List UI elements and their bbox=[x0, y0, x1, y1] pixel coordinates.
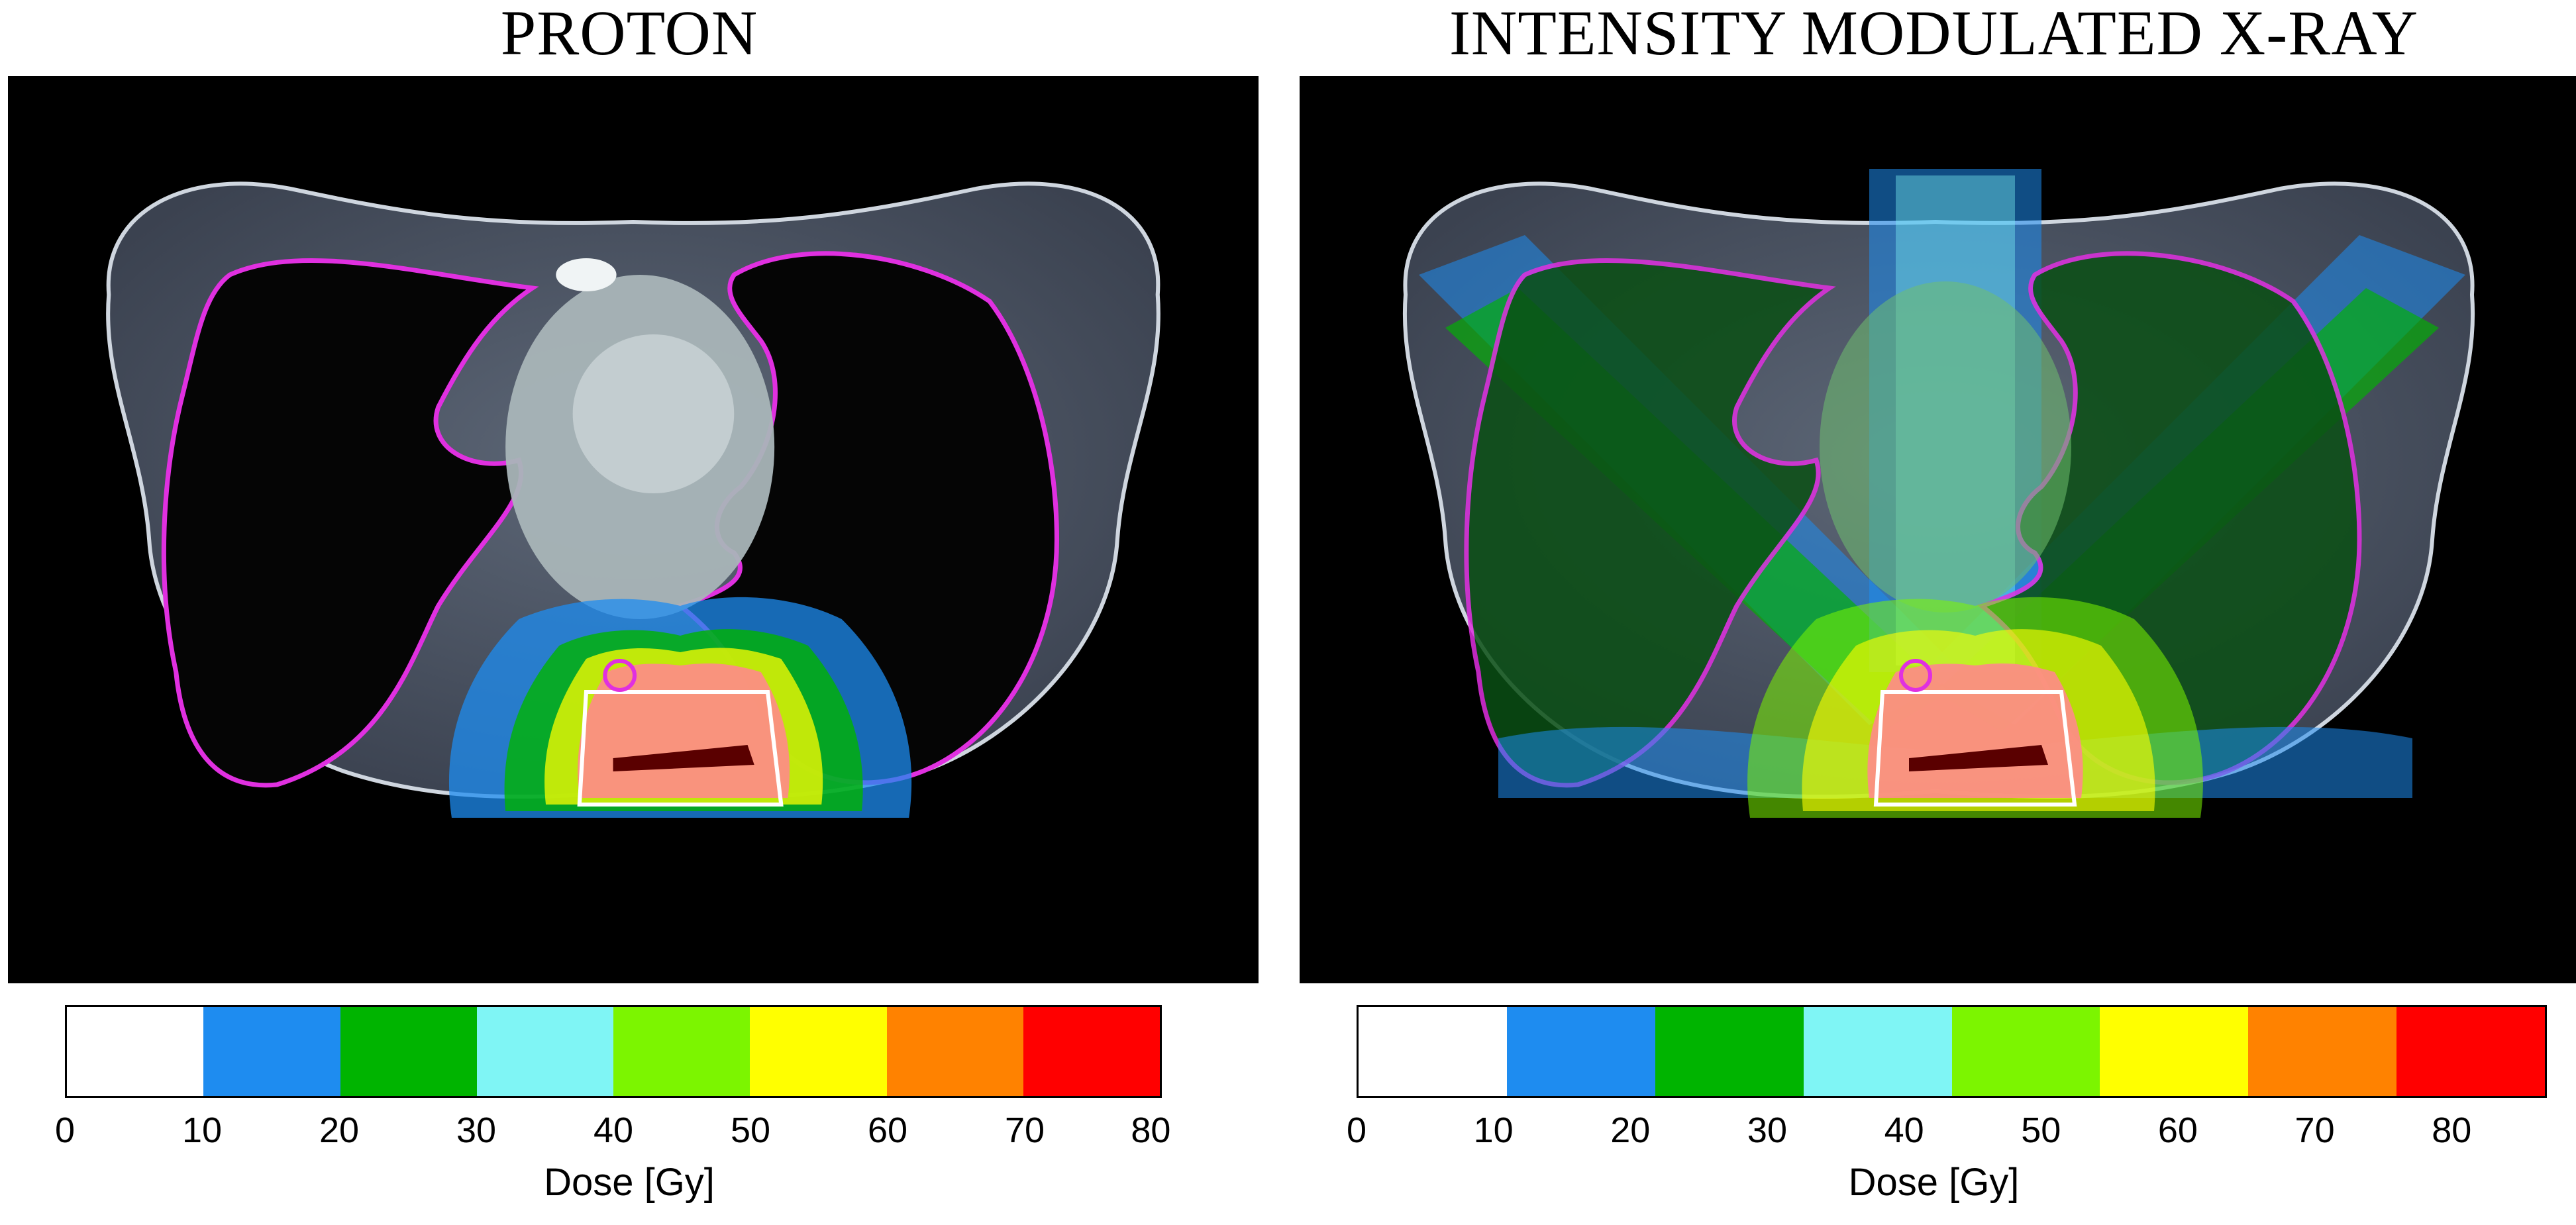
dose-colorbar-proton bbox=[65, 1005, 1162, 1098]
colorbar-segment bbox=[750, 1007, 887, 1096]
tick-label: 60 bbox=[2157, 1110, 2198, 1150]
tick-label: 0 bbox=[1346, 1110, 1367, 1150]
panel-title-proton: PROTON bbox=[500, 0, 758, 68]
tick-label: 10 bbox=[1473, 1110, 1514, 1150]
colorbar-segment bbox=[1506, 1007, 1655, 1096]
tick-label: 0 bbox=[54, 1110, 76, 1150]
tick-label: 30 bbox=[1747, 1110, 1787, 1150]
tick-label: 70 bbox=[1004, 1110, 1045, 1150]
colorbar-segment bbox=[886, 1007, 1023, 1096]
colorbar-axis-label-imrt: Dose [Gy] bbox=[1848, 1161, 2020, 1204]
dose-colorbar-imrt bbox=[1357, 1005, 2547, 1098]
colorbar-segment bbox=[2396, 1007, 2545, 1096]
panel-imrt: INTENSITY MODULATED X-RAY bbox=[1292, 0, 2576, 1225]
tick-label: 50 bbox=[730, 1110, 771, 1150]
tick-label: 10 bbox=[181, 1110, 223, 1150]
tick-label: 20 bbox=[319, 1110, 360, 1150]
colorbar-ticks-imrt: 0 10 20 30 40 50 60 70 80 bbox=[1347, 1110, 2547, 1156]
tick-label: 40 bbox=[1884, 1110, 1924, 1150]
colorbar-segment bbox=[340, 1007, 477, 1096]
panel-title-imrt: INTENSITY MODULATED X-RAY bbox=[1449, 0, 2419, 68]
tick-label: 70 bbox=[2294, 1110, 2335, 1150]
ct-scan-imrt bbox=[1300, 76, 2576, 983]
tick-label: 30 bbox=[456, 1110, 497, 1150]
ct-scan-proton bbox=[8, 76, 1259, 983]
colorbar-segment bbox=[1951, 1007, 2100, 1096]
colorbar-segment bbox=[2100, 1007, 2249, 1096]
colorbar-axis-label-proton: Dose [Gy] bbox=[544, 1161, 715, 1204]
colorbar-segment bbox=[1359, 1007, 1507, 1096]
colorbar-segment bbox=[1023, 1007, 1160, 1096]
tick-label: 20 bbox=[1610, 1110, 1651, 1150]
colorbar-ticks-proton: 0 10 20 30 40 50 60 70 80 bbox=[55, 1110, 1171, 1156]
colorbar-segment bbox=[1655, 1007, 1804, 1096]
tick-label: 50 bbox=[2021, 1110, 2061, 1150]
colorbar-segment bbox=[1803, 1007, 1952, 1096]
panel-proton: PROTON bbox=[0, 0, 1259, 1225]
colorbar-segment bbox=[613, 1007, 750, 1096]
tick-label: 40 bbox=[593, 1110, 634, 1150]
colorbar-segment bbox=[203, 1007, 340, 1096]
colorbar-segment bbox=[476, 1007, 613, 1096]
tick-label: 60 bbox=[867, 1110, 908, 1150]
tick-label: 80 bbox=[1131, 1110, 1171, 1150]
colorbar-segment bbox=[2248, 1007, 2397, 1096]
tick-label: 80 bbox=[2432, 1110, 2472, 1150]
colorbar-segment bbox=[67, 1007, 204, 1096]
